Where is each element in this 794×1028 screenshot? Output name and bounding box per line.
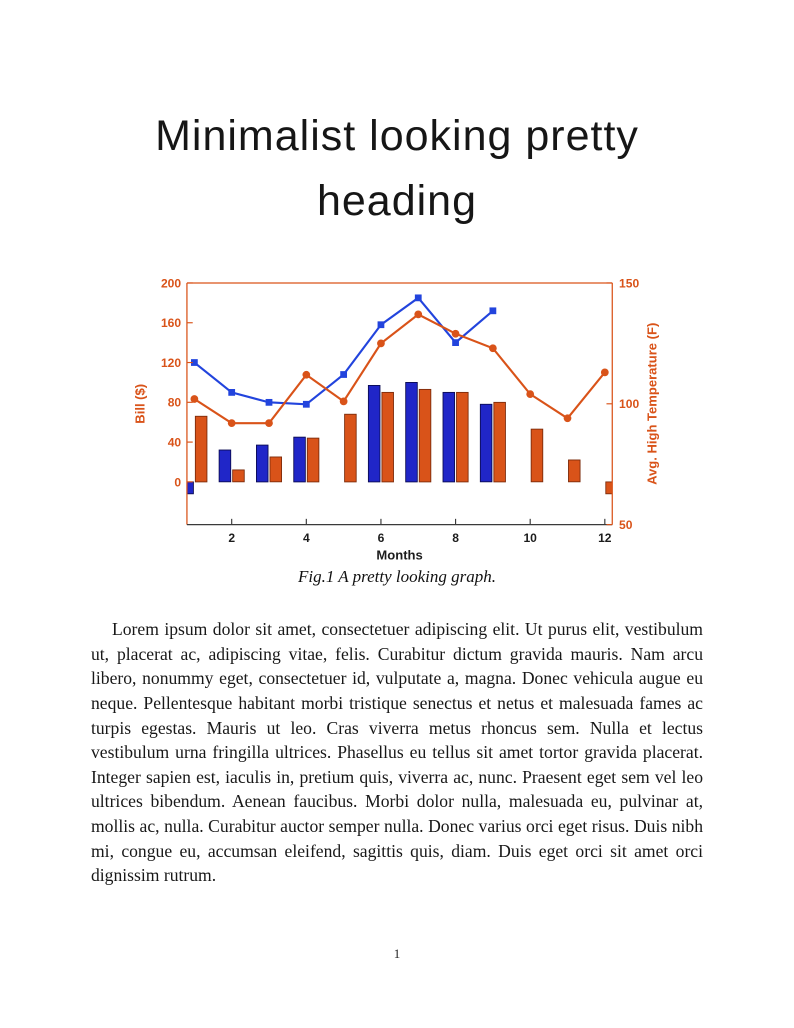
- svg-text:2: 2: [228, 531, 235, 545]
- svg-text:40: 40: [168, 435, 182, 449]
- svg-text:Months: Months: [376, 547, 422, 562]
- page-title: Minimalist looking pretty heading: [155, 112, 639, 225]
- svg-text:10: 10: [523, 531, 537, 545]
- chart-svg: 0 40 80 120 160 200 50 100 150 2 4 6 8 10 12 Months Bill…: [132, 276, 660, 562]
- svg-text:120: 120: [161, 356, 181, 370]
- svg-text:6: 6: [378, 531, 385, 545]
- svg-text:Avg. High Temperature (F): Avg. High Temperature (F): [645, 323, 660, 485]
- svg-text:100: 100: [619, 397, 639, 411]
- svg-text:4: 4: [303, 531, 310, 545]
- svg-text:80: 80: [168, 396, 182, 410]
- svg-text:Bill ($): Bill ($): [132, 384, 147, 424]
- svg-text:200: 200: [161, 276, 181, 290]
- svg-text:12: 12: [598, 531, 612, 545]
- page-number: 1: [393, 946, 401, 961]
- svg-text:8: 8: [452, 531, 459, 545]
- svg-text:0: 0: [174, 475, 181, 489]
- body-paragraph: Lorem ipsum dolor sit amet, consectetuer…: [91, 619, 703, 886]
- svg-text:160: 160: [161, 316, 181, 330]
- svg-text:50: 50: [619, 518, 633, 532]
- svg-text:150: 150: [619, 276, 639, 290]
- figure: 0 40 80 120 160 200 50 100 150 2 4 6 8 10 12 Months Bill…: [0, 273, 794, 587]
- figure-caption: Fig.1 A pretty looking graph.: [297, 567, 496, 586]
